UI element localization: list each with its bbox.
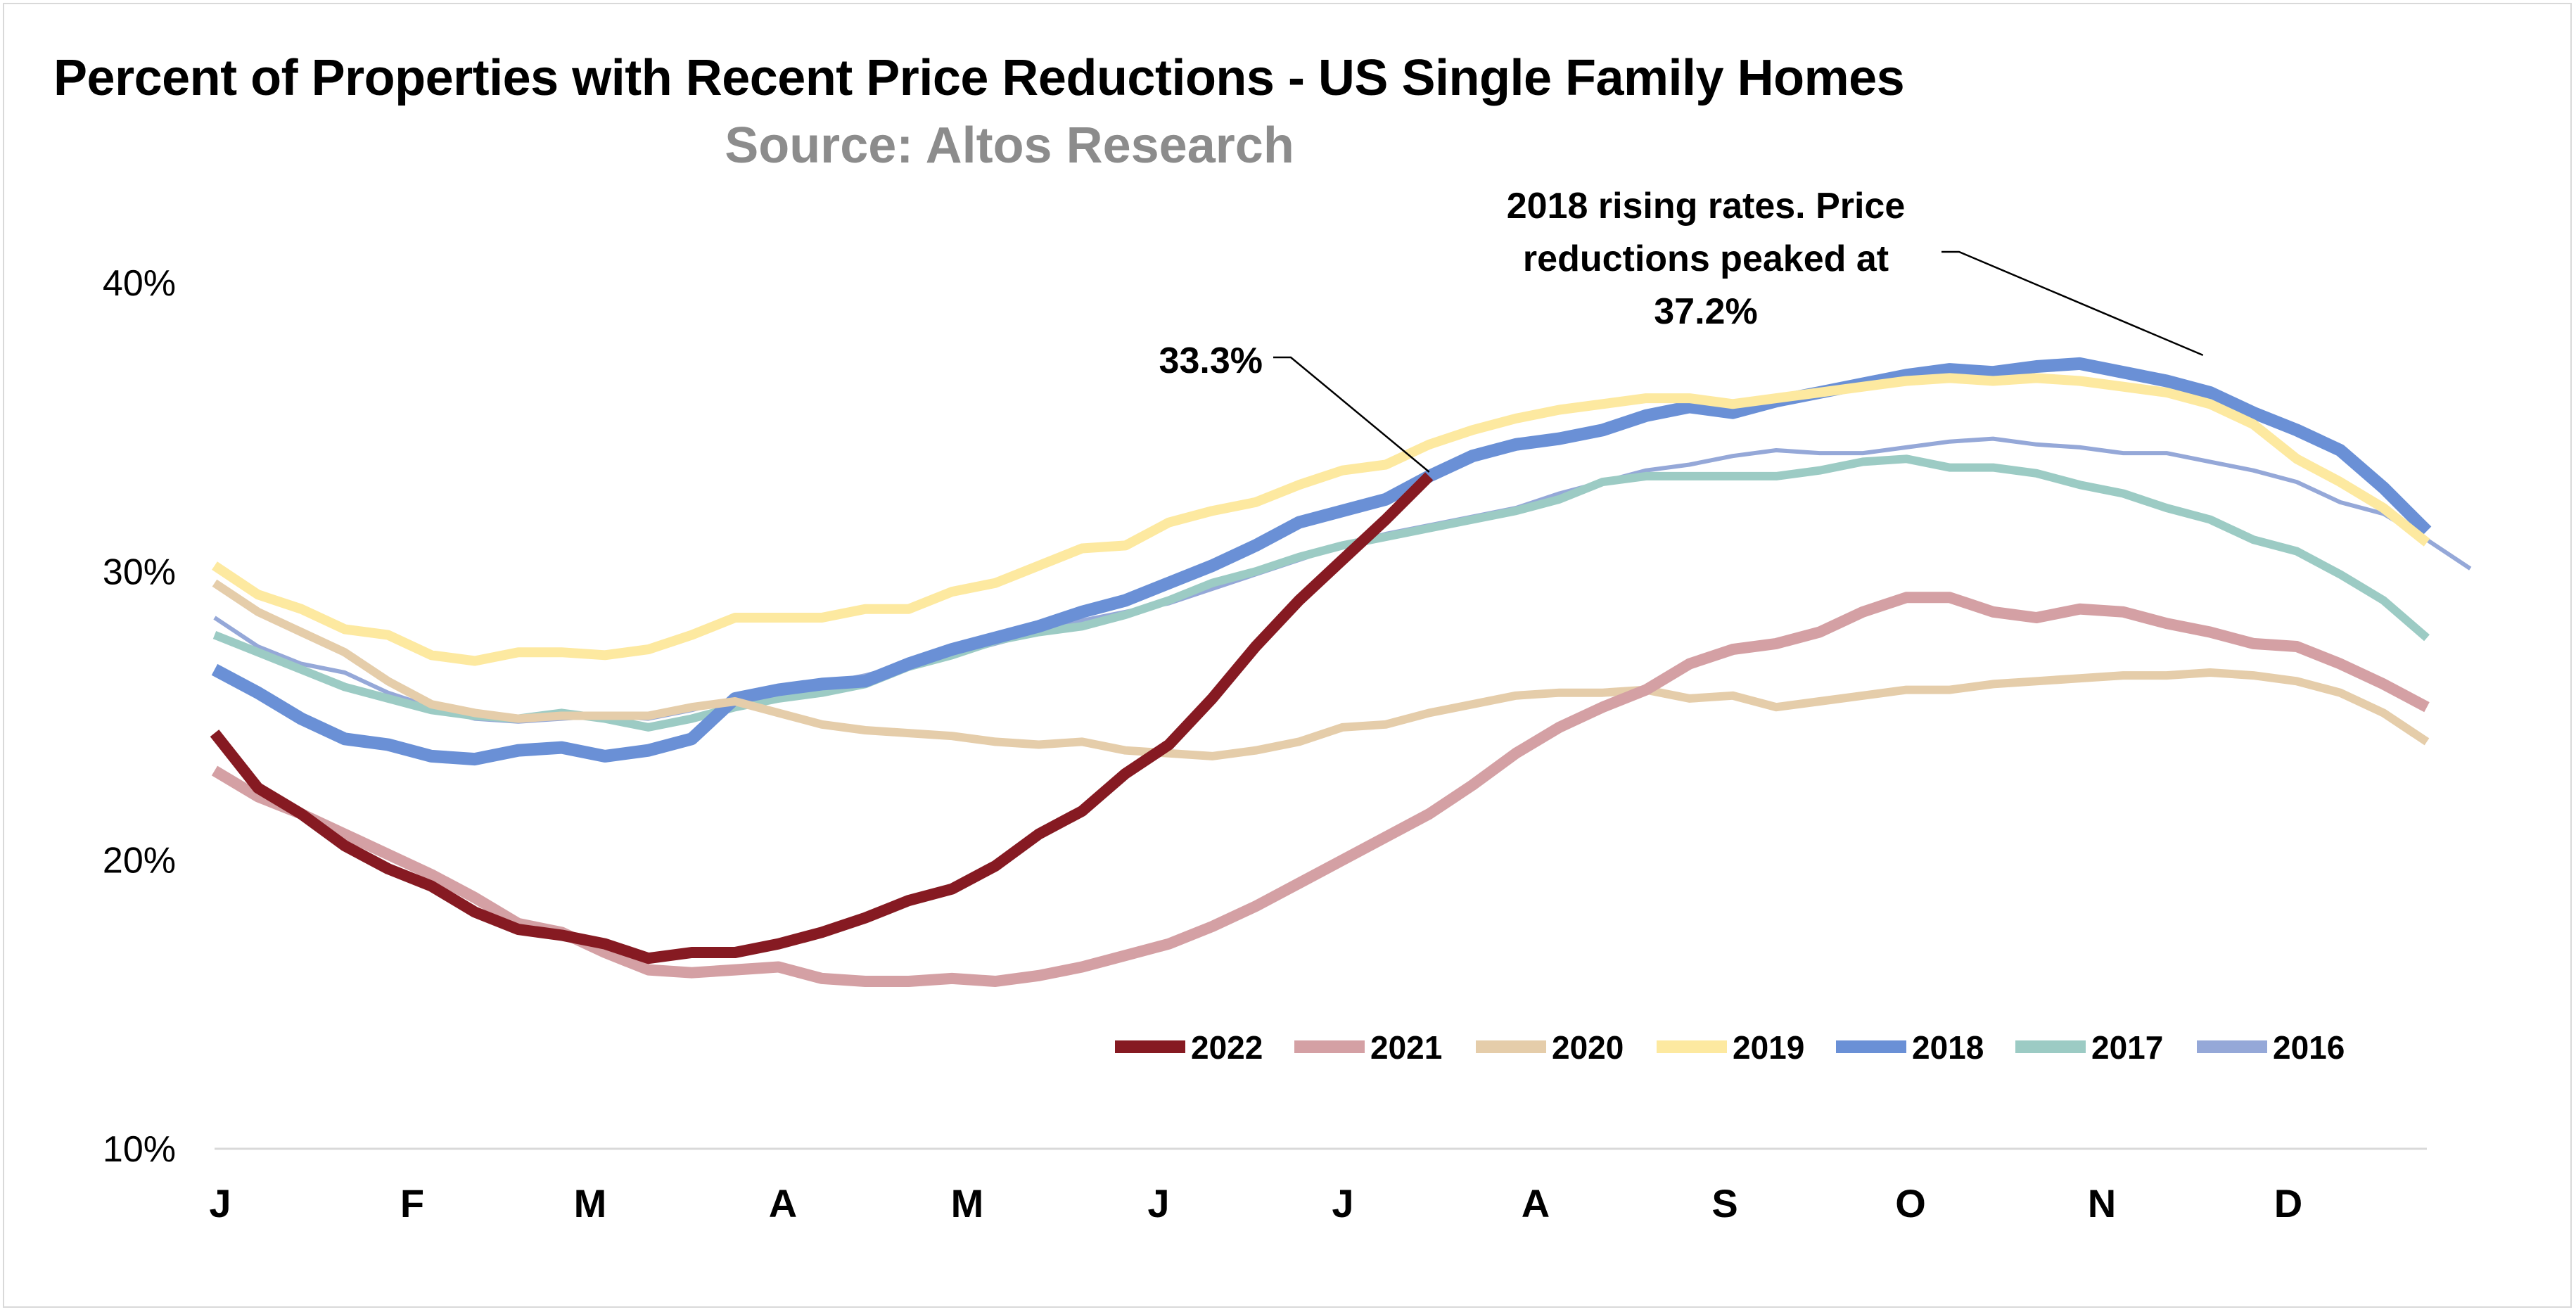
- x-tick-label: J: [1147, 1181, 1169, 1225]
- x-tick-label: J: [1332, 1181, 1353, 1225]
- x-tick-label: J: [209, 1181, 231, 1225]
- annotation-label: 33.3%: [1159, 340, 1263, 381]
- y-tick-label: 40%: [103, 263, 176, 304]
- legend-label: 2019: [1733, 1029, 1804, 1066]
- series-line-2018: [211, 357, 2432, 766]
- x-tick-label: N: [2088, 1181, 2116, 1225]
- series-line-2020: [212, 579, 2430, 760]
- chart-title: Percent of Properties with Recent Price …: [53, 50, 1905, 106]
- annotation-leader-line: [1941, 250, 2204, 357]
- y-tick-label: 20%: [103, 841, 176, 881]
- x-tick-label: M: [574, 1181, 607, 1225]
- x-tick-label: A: [769, 1181, 797, 1225]
- legend-label: 2016: [2273, 1029, 2345, 1066]
- x-tick-label: M: [951, 1181, 984, 1225]
- annotation-label: 37.2%: [1654, 291, 1757, 332]
- chart-subtitle: Source: Altos Research: [725, 117, 1294, 174]
- x-tick-label: F: [400, 1181, 424, 1225]
- series-line-2017: [212, 454, 2430, 732]
- series-line-2022: [210, 472, 1434, 964]
- annotation-leader-line: [1273, 356, 1430, 473]
- legend-label: 2022: [1191, 1029, 1263, 1066]
- x-tick-label: S: [1711, 1181, 1737, 1225]
- y-tick-label: 30%: [103, 552, 176, 592]
- legend-label: 2018: [1912, 1029, 1984, 1066]
- annotation-label: reductions peaked at: [1523, 238, 1889, 279]
- annotation-label: 2018 rising rates. Price: [1507, 186, 1906, 227]
- series-line-2019: [212, 373, 2430, 666]
- legend-label: 2020: [1552, 1029, 1624, 1066]
- legend-label: 2021: [1370, 1029, 1442, 1066]
- x-tick-label: O: [1895, 1181, 1926, 1225]
- x-tick-label: D: [2274, 1181, 2302, 1225]
- chart-frame: [3, 3, 2572, 1308]
- y-tick-label: 10%: [103, 1129, 176, 1170]
- legend-label: 2017: [2091, 1029, 2163, 1066]
- x-tick-label: A: [1522, 1181, 1550, 1225]
